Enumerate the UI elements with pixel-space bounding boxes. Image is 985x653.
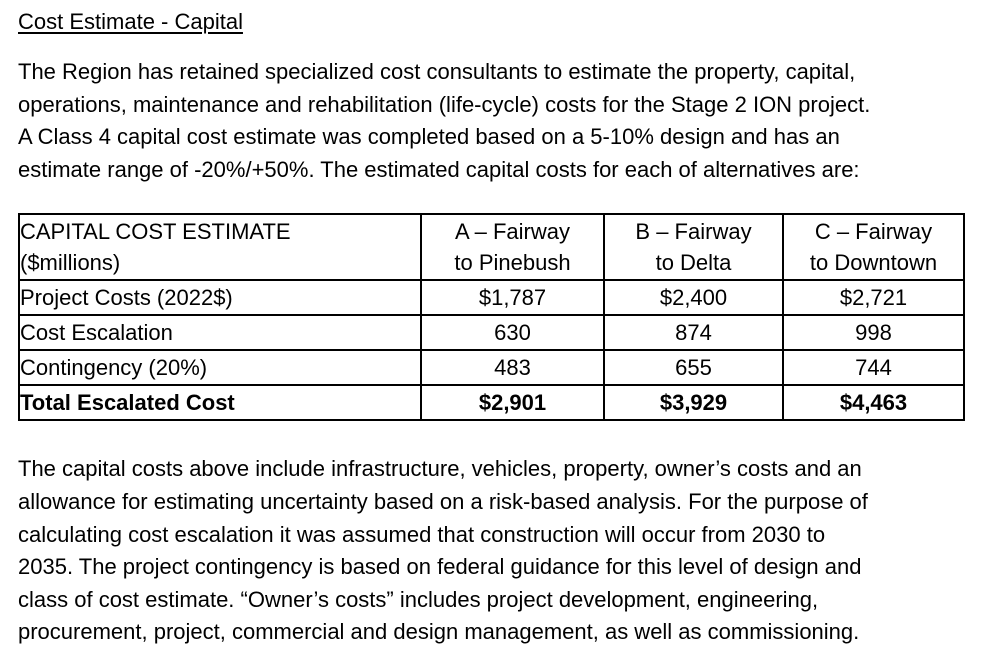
- table-cell: $2,901: [420, 384, 605, 422]
- row-label: Cost Escalation: [18, 314, 422, 352]
- paragraph-line: estimate range of -20%/+50%. The estimat…: [18, 156, 860, 182]
- table-row-project-costs: Project Costs (2022$) $1,787 $2,400 $2,7…: [18, 279, 965, 317]
- page-title: Cost Estimate - Capital: [18, 9, 243, 34]
- capital-cost-estimate-table: CAPITAL COST ESTIMATE ($millions) A – Fa…: [18, 213, 965, 422]
- row-label: Contingency (20%): [18, 349, 422, 387]
- paragraph-line: allowance for estimating uncertainty bas…: [18, 488, 868, 514]
- table-cell: $2,400: [603, 279, 784, 317]
- col-header-line: to Delta: [655, 250, 732, 276]
- col-header-alternative-a: A – Fairway to Pinebush: [420, 213, 605, 282]
- paragraph-line: procurement, project, commercial and des…: [18, 619, 860, 645]
- table-cell: 744: [782, 349, 965, 387]
- header-label-line2: ($millions): [20, 250, 121, 276]
- paragraph-line: The capital costs above include infrastr…: [18, 456, 862, 482]
- table-cell: $3,929: [603, 384, 784, 422]
- table-cell: 483: [420, 349, 605, 387]
- table-cell: $1,787: [420, 279, 605, 317]
- col-header-line: to Downtown: [809, 250, 938, 276]
- paragraph-line: The Region has retained specialized cost…: [18, 59, 856, 84]
- table-cell: $2,721: [782, 279, 965, 317]
- row-label: Project Costs (2022$): [18, 279, 422, 317]
- table-cell: 998: [782, 314, 965, 352]
- paragraph-line: 2035. The project contingency is based o…: [18, 554, 862, 580]
- col-header-line: B – Fairway: [635, 219, 752, 245]
- intro-paragraph: The Region has retained specialized cost…: [18, 56, 969, 186]
- table-row-contingency: Contingency (20%) 483 655 744: [18, 349, 965, 387]
- col-header-alternative-c: C – Fairway to Downtown: [782, 213, 965, 282]
- table-cell: 630: [420, 314, 605, 352]
- row-label: Total Escalated Cost: [18, 384, 422, 422]
- table-cell: 874: [603, 314, 784, 352]
- paragraph-line: calculating cost escalation it was assum…: [18, 521, 826, 547]
- col-header-line: A – Fairway: [455, 219, 570, 245]
- table-row-cost-escalation: Cost Escalation 630 874 998: [18, 314, 965, 352]
- table-cell: $4,463: [782, 384, 965, 422]
- paragraph-line: operations, maintenance and rehabilitati…: [18, 91, 871, 117]
- closing-paragraph: The capital costs above include infrastr…: [18, 453, 969, 649]
- paragraph-line: A Class 4 capital cost estimate was comp…: [18, 124, 840, 150]
- col-header-line: C – Fairway: [814, 219, 933, 245]
- table-row-total-escalated-cost: Total Escalated Cost $2,901 $3,929 $4,46…: [18, 384, 965, 422]
- col-header-line: to Pinebush: [454, 250, 571, 276]
- table-header-row: CAPITAL COST ESTIMATE ($millions) A – Fa…: [18, 213, 965, 282]
- header-label-line1: CAPITAL COST ESTIMATE: [20, 219, 291, 245]
- col-header-alternative-b: B – Fairway to Delta: [603, 213, 784, 282]
- table-cell: 655: [603, 349, 784, 387]
- paragraph-line: class of cost estimate. “Owner’s costs” …: [18, 586, 819, 612]
- table-header-label: CAPITAL COST ESTIMATE ($millions): [18, 213, 422, 282]
